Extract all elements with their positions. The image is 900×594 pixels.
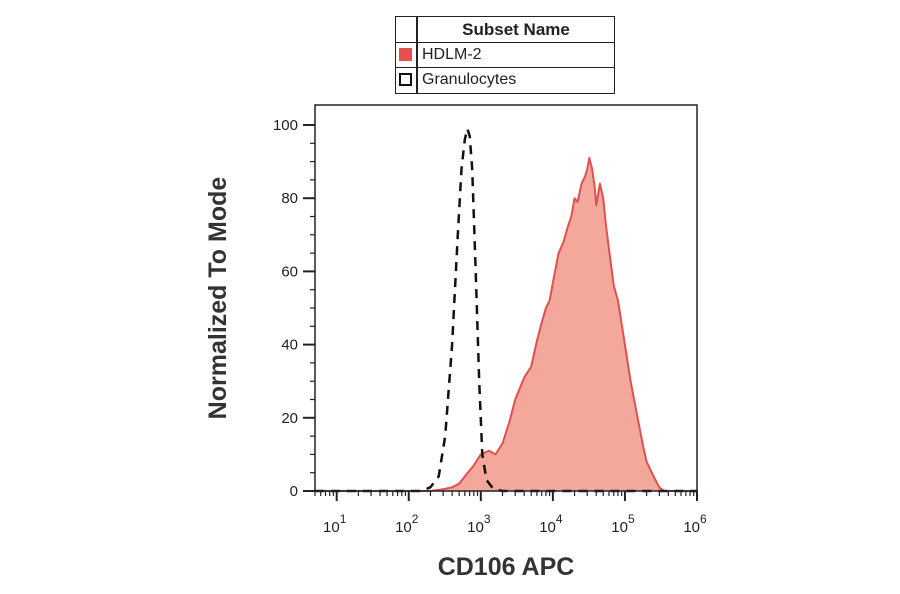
y-tick-label: 60 xyxy=(281,263,298,280)
legend-title: Subset Name xyxy=(462,20,570,39)
x-tick-label: 103 xyxy=(467,512,491,536)
y-tick-label: 0 xyxy=(290,483,298,500)
series-line-granulocytes xyxy=(315,127,697,493)
y-axis-title: Normalized To Mode xyxy=(204,177,232,420)
x-axis-title: CD106 APC xyxy=(438,553,575,581)
x-tick-label: 104 xyxy=(539,512,563,536)
y-tick-label: 100 xyxy=(273,117,298,134)
legend-header-row: Subset Name xyxy=(396,17,614,43)
outline-swatch-icon xyxy=(399,73,412,86)
series-area-hdlm-2 xyxy=(315,157,697,491)
y-tick-label: 80 xyxy=(281,190,298,207)
x-tick-label: 101 xyxy=(323,512,347,536)
y-axis: 0 20 40 60 80 100 xyxy=(273,117,315,500)
plot-series xyxy=(315,127,697,493)
x-tick-label: 106 xyxy=(683,512,707,536)
legend-row-hdlm2: HDLM-2 xyxy=(396,43,614,68)
series-line-hdlm-2 xyxy=(315,156,697,492)
plot-border xyxy=(314,104,698,492)
legend-row-granulocytes: Granulocytes xyxy=(396,68,614,93)
legend-divider xyxy=(416,43,418,67)
x-tick-label: 105 xyxy=(611,512,635,536)
y-tick-label: 20 xyxy=(281,410,298,427)
x-axis: 101 102 103 104 105 106 xyxy=(314,491,707,536)
legend-label-granulocytes: Granulocytes xyxy=(422,71,517,88)
y-tick-label: 40 xyxy=(281,337,298,354)
legend-table: Subset Name HDLM-2 Granulocytes xyxy=(395,16,615,94)
plot-frame xyxy=(314,104,698,492)
x-tick-label: 102 xyxy=(395,512,419,536)
legend-divider xyxy=(416,17,418,42)
legend-divider xyxy=(416,68,418,93)
filled-swatch-icon xyxy=(399,48,412,61)
legend-label-hdlm2: HDLM-2 xyxy=(422,46,482,63)
